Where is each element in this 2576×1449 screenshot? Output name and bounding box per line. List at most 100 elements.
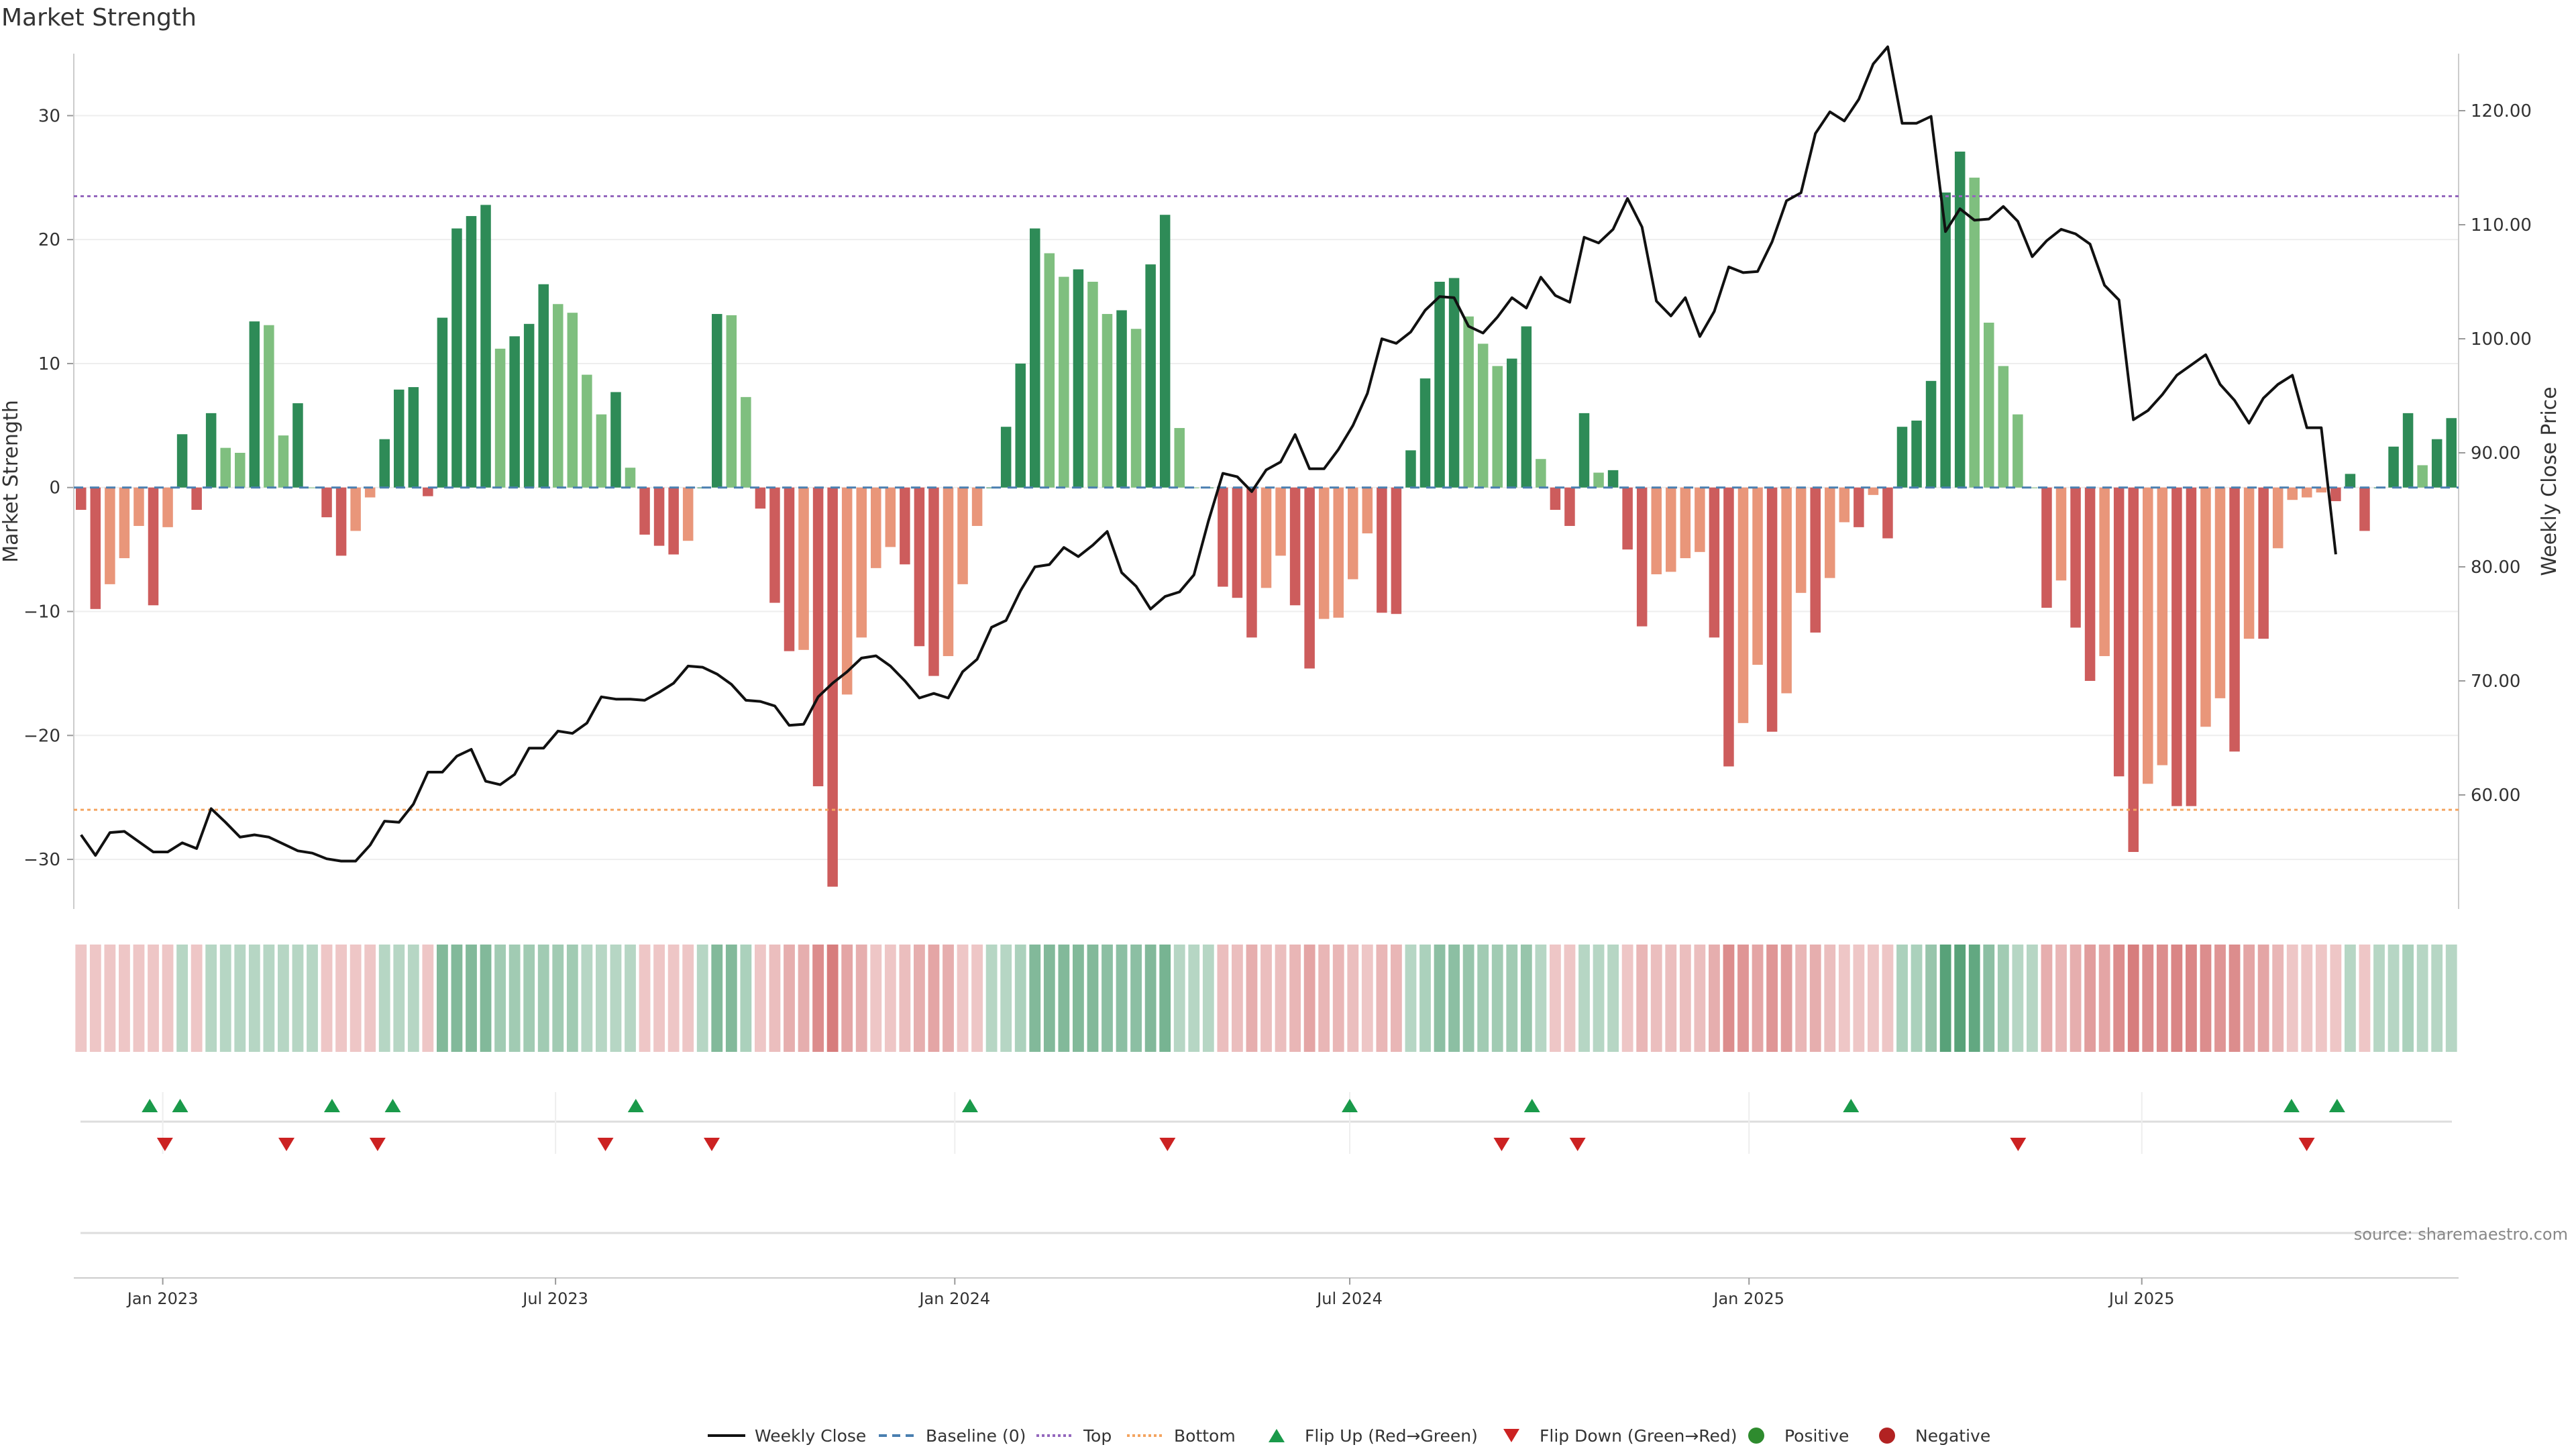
- strength-bar: [2128, 487, 2139, 852]
- regime-cell: [523, 945, 535, 1052]
- regime-cell: [985, 945, 998, 1052]
- strength-bar: [1680, 487, 1691, 559]
- regime-cell: [2359, 945, 2371, 1052]
- legend: Weekly Close Baseline (0) Top Bottom Flip Up…: [708, 1426, 1990, 1446]
- strength-bar: [394, 389, 405, 488]
- regime-cell: [1173, 945, 1185, 1052]
- strength-bar: [1666, 487, 1676, 572]
- strength-bar: [451, 228, 462, 488]
- strength-bar: [423, 487, 433, 496]
- legend-flip-down-swatch: [1503, 1429, 1519, 1442]
- strength-bar: [1896, 427, 1908, 488]
- regime-cell: [971, 945, 983, 1052]
- strength-bar: [726, 315, 737, 488]
- y-axis-label: Market Strength: [0, 400, 23, 562]
- strength-bar: [856, 487, 867, 638]
- legend-flip-up-swatch: [1269, 1429, 1285, 1442]
- strength-bar: [1521, 326, 1532, 488]
- strength-bar: [2446, 418, 2457, 488]
- strength-bar: [1463, 316, 1474, 488]
- regime-cell: [1621, 945, 1633, 1052]
- legend-dot-swatch: [1879, 1428, 1895, 1444]
- strength-bar: [812, 487, 824, 787]
- regime-cell: [1838, 945, 1850, 1052]
- regime-cell: [914, 945, 925, 1052]
- strength-bar: [2258, 487, 2269, 639]
- strength-bar: [2113, 487, 2125, 777]
- strength-bar: [494, 348, 506, 488]
- strength-bar: [2070, 487, 2081, 628]
- regime-cell: [1434, 945, 1446, 1052]
- strength-bar: [2287, 487, 2298, 500]
- strength-bar: [1998, 366, 2009, 488]
- strength-bar: [1232, 487, 1243, 598]
- regime-cell: [191, 945, 203, 1052]
- regime-cell: [1679, 945, 1691, 1052]
- regime-cell: [2272, 945, 2284, 1052]
- regime-cell: [1332, 945, 1344, 1052]
- strength-bar: [2084, 487, 2096, 681]
- strength-bar: [1405, 450, 1416, 488]
- regime-cell: [162, 945, 174, 1052]
- strength-bar: [914, 487, 925, 647]
- strength-bar: [292, 403, 303, 488]
- chart-title: Market Strength: [1, 4, 197, 32]
- x-tick-label: Jan 2023: [126, 1289, 199, 1308]
- regime-cell: [480, 945, 492, 1052]
- regime-cell: [2229, 945, 2241, 1052]
- legend-label: Baseline (0): [926, 1426, 1026, 1446]
- strength-bar: [1145, 264, 1156, 488]
- source-label: source: sharemaestro.com: [2354, 1225, 2568, 1244]
- y-tick-label: −30: [23, 850, 60, 870]
- regime-cell: [1477, 945, 1489, 1052]
- strength-bar: [1362, 487, 1373, 534]
- regime-cell: [2416, 945, 2428, 1052]
- strength-bar: [653, 487, 665, 546]
- strength-bar: [769, 487, 780, 603]
- regime-cell: [798, 945, 810, 1052]
- regime-cell: [1130, 945, 1142, 1052]
- strength-bar: [712, 314, 722, 488]
- strength-bar: [1448, 278, 1460, 488]
- regime-cell: [1723, 945, 1735, 1052]
- flip-markers: [80, 1092, 2452, 1234]
- flip-down-marker: [1493, 1138, 1510, 1151]
- strength-bar: [741, 396, 751, 488]
- strength-bar: [2417, 465, 2428, 488]
- flip-up-marker: [1843, 1099, 1860, 1112]
- regime-cell: [2243, 945, 2255, 1052]
- strength-bar: [2388, 446, 2399, 488]
- strength-bar: [1969, 177, 1980, 488]
- strength-bar: [1839, 487, 1850, 523]
- regime-cell: [2098, 945, 2110, 1052]
- strength-bar: [1130, 329, 1142, 488]
- regime-cell: [1405, 945, 1417, 1052]
- strength-bar: [1015, 363, 1026, 488]
- regime-cell: [176, 945, 188, 1052]
- regime-cell: [248, 945, 260, 1052]
- flip-down-marker: [278, 1138, 295, 1151]
- regime-cell: [784, 945, 795, 1052]
- regime-cell: [1000, 945, 1012, 1052]
- regime-cell: [812, 945, 824, 1052]
- regime-cell: [508, 945, 521, 1052]
- y2-tick-label: 120.00: [2471, 101, 2532, 121]
- regime-cell: [884, 945, 896, 1052]
- regime-cell: [1737, 945, 1749, 1052]
- regime-cell: [263, 945, 275, 1052]
- regime-cell: [2156, 945, 2168, 1052]
- regime-cell: [596, 945, 607, 1052]
- y2-tick-label: 100.00: [2471, 329, 2532, 350]
- regime-cell: [1752, 945, 1764, 1052]
- regime-cell: [957, 945, 969, 1052]
- regime-cell: [537, 945, 549, 1052]
- y-tick-label: −10: [23, 602, 60, 623]
- regime-cell: [581, 945, 593, 1052]
- regime-cell: [2315, 945, 2327, 1052]
- strength-bar: [1854, 487, 1864, 527]
- strength-bar: [1593, 472, 1604, 488]
- regime-cell: [2142, 945, 2154, 1052]
- strength-bar: [841, 487, 853, 695]
- y-tick-label: −20: [23, 726, 60, 746]
